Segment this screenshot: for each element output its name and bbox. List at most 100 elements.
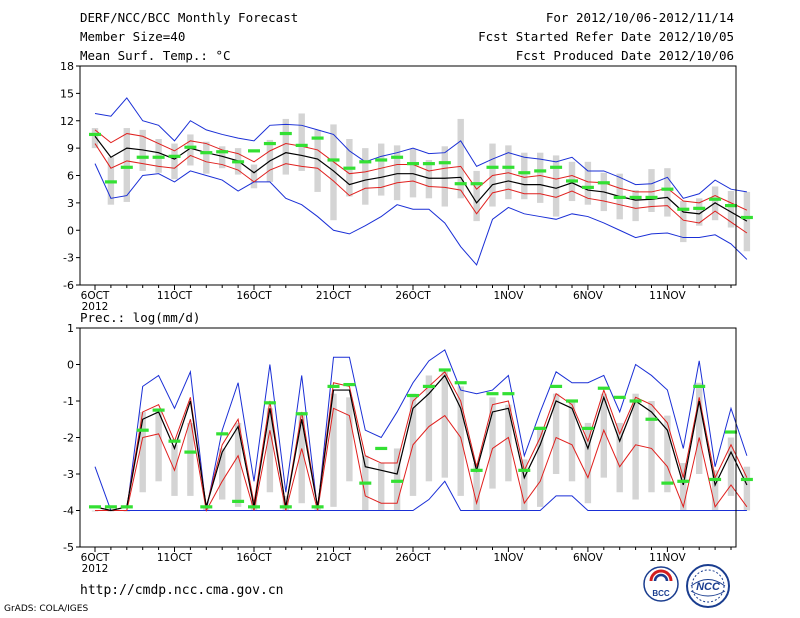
observation-marker <box>216 150 229 154</box>
x-year-label: 2012 <box>82 301 109 313</box>
ensemble-box <box>743 466 751 511</box>
observation-marker <box>486 165 499 169</box>
observation-marker <box>104 505 117 509</box>
x-tick-label: 11NOV <box>649 552 686 564</box>
lower-quartile-line <box>95 407 748 512</box>
ensemble-box <box>600 393 607 478</box>
ensemble-box <box>91 128 99 149</box>
ensemble-box <box>664 168 671 217</box>
ensemble-box <box>219 146 226 169</box>
x-tick-label: 21OCT <box>316 290 352 302</box>
observation-marker <box>566 399 578 403</box>
observation-marker <box>359 481 372 485</box>
observation-marker <box>89 132 101 137</box>
ensemble-box <box>203 141 210 174</box>
x-tick-label: 11NOV <box>649 290 686 302</box>
observation-marker <box>391 155 404 159</box>
ensemble-box <box>441 146 448 207</box>
ensemble-box <box>616 422 623 493</box>
observation-marker <box>279 131 292 136</box>
observation-marker <box>709 477 722 482</box>
forecast-produced: Fcst Produced Date 2012/10/06 <box>515 48 734 63</box>
ensemble-box <box>298 113 305 171</box>
observation-marker <box>295 412 308 416</box>
observation-marker <box>263 401 276 405</box>
ensemble-box <box>552 155 560 217</box>
x-tick-label: 16OCT <box>236 552 272 564</box>
observation-marker <box>629 399 642 403</box>
ensemble-box <box>457 118 464 199</box>
x-tick-label: 6NOV <box>573 552 604 564</box>
y-tick-label: 9 <box>67 142 74 155</box>
observation-marker <box>581 426 594 430</box>
ncc-logo-text: NCC <box>696 581 721 593</box>
observation-marker <box>502 165 515 169</box>
observation-marker <box>677 207 690 211</box>
ensemble-box <box>378 463 385 511</box>
ensemble-box <box>521 459 528 511</box>
x-tick-label: 11OCT <box>157 290 193 302</box>
ensemble-box <box>648 169 655 212</box>
observation-marker <box>693 384 706 388</box>
ensemble-box <box>393 145 401 201</box>
observation-marker <box>168 439 181 443</box>
observation-marker <box>645 195 658 199</box>
observation-marker <box>359 160 372 164</box>
source-url[interactable]: http://cmdp.ncc.cma.gov.cn <box>80 583 284 598</box>
ensemble-box <box>123 128 130 202</box>
ensemble-box <box>425 159 433 199</box>
member-size: Member Size=40 <box>80 29 186 44</box>
observation-marker <box>740 477 753 482</box>
y-tick-label: 0 <box>67 224 74 237</box>
y-tick-label: 6 <box>67 170 74 183</box>
ensemble-box <box>743 191 751 252</box>
observation-marker <box>422 162 435 166</box>
ensemble-box <box>696 382 703 474</box>
observation-marker <box>518 171 531 175</box>
observation-marker <box>502 392 515 396</box>
observation-marker <box>725 204 737 208</box>
observation-marker <box>343 166 356 170</box>
observation-marker <box>534 426 547 430</box>
ensemble-box <box>711 470 719 511</box>
y-tick-label: -4 <box>63 505 74 518</box>
y-tick-label: 3 <box>67 197 74 210</box>
x-tick-label: 6OCT <box>81 552 110 564</box>
observation-marker <box>216 432 229 436</box>
observation-marker <box>248 149 260 153</box>
ensemble-box <box>234 422 242 507</box>
observation-marker <box>200 151 213 155</box>
x-tick-label: 11OCT <box>157 552 193 564</box>
x-tick-label: 6OCT <box>81 290 110 302</box>
ensemble-box <box>473 170 480 222</box>
observation-marker <box>343 382 356 387</box>
x-tick-label: 6NOV <box>573 290 604 302</box>
ensemble-box <box>425 375 433 482</box>
observation-marker <box>168 154 181 158</box>
observation-marker <box>248 505 260 509</box>
y-tick-label: -6 <box>63 279 74 292</box>
ensemble-box <box>680 463 687 511</box>
plot-frame <box>79 65 737 286</box>
observation-marker <box>407 393 419 398</box>
grads-credit: GrADS: COLA/IGES <box>4 604 89 614</box>
ensemble-box <box>632 190 639 222</box>
ensemble-box <box>537 152 544 203</box>
header-right: For 2012/10/06-2012/11/14 Fcst Started R… <box>478 10 734 67</box>
observation-marker <box>295 143 308 147</box>
x-year-label: 2012 <box>82 563 109 575</box>
ensemble-box <box>680 201 687 243</box>
observation-marker <box>470 468 483 472</box>
observation-marker <box>152 155 165 159</box>
ensemble-box <box>537 426 544 507</box>
y-tick-label: -3 <box>63 252 74 265</box>
ensemble-box <box>250 164 258 189</box>
observation-marker <box>120 505 133 509</box>
ensemble-box <box>648 401 655 493</box>
y-tick-label: 12 <box>60 115 74 128</box>
ensemble-box <box>298 411 305 504</box>
observation-marker <box>661 481 674 485</box>
observation-marker <box>566 179 578 183</box>
x-tick-label: 1NOV <box>493 290 524 302</box>
